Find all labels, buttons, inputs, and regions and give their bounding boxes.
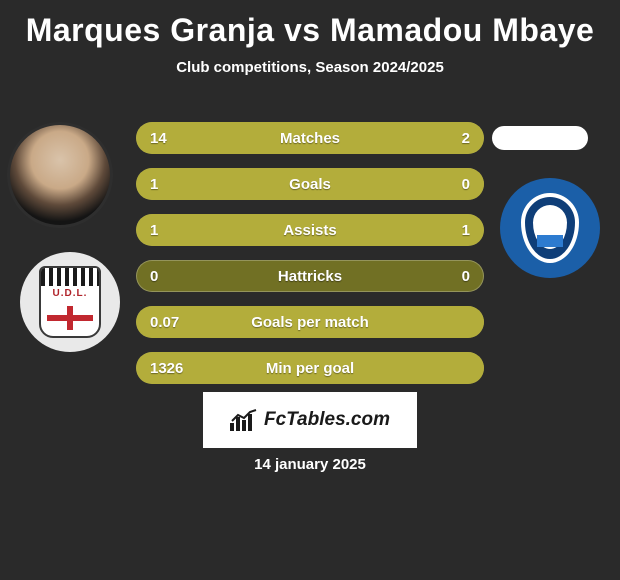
fctables-logo-icon	[230, 409, 258, 431]
stat-value-right: 0	[462, 176, 470, 193]
branding-text: FcTables.com	[264, 409, 390, 431]
stat-row: 0.07Goals per match	[136, 306, 484, 338]
page-title: Marques Granja vs Mamadou Mbaye	[0, 0, 620, 49]
stat-label: Hattricks	[136, 268, 484, 285]
player-right-avatar	[492, 126, 588, 150]
stats-comparison: 14Matches21Goals01Assists10Hattricks00.0…	[136, 122, 484, 398]
branding-badge: FcTables.com	[203, 392, 417, 448]
stat-row: 1Goals0	[136, 168, 484, 200]
date-label: 14 january 2025	[0, 456, 620, 473]
stat-label: Matches	[136, 130, 484, 147]
stat-value-right: 1	[462, 222, 470, 239]
stat-label: Goals per match	[136, 314, 484, 331]
subtitle: Club competitions, Season 2024/2025	[0, 59, 620, 76]
club-left-badge: U.D.L.	[20, 252, 120, 352]
stat-row: 1Assists1	[136, 214, 484, 246]
stat-row: 0Hattricks0	[136, 260, 484, 292]
stat-label: Min per goal	[136, 360, 484, 377]
club-right-badge	[500, 178, 600, 278]
club-right-shield-icon	[521, 193, 579, 263]
stat-label: Assists	[136, 222, 484, 239]
stat-label: Goals	[136, 176, 484, 193]
stat-row: 14Matches2	[136, 122, 484, 154]
club-left-badge-text: U.D.L.	[41, 288, 99, 299]
stat-row: 1326Min per goal	[136, 352, 484, 384]
club-left-shield-icon: U.D.L.	[39, 266, 101, 338]
stat-value-right: 2	[462, 130, 470, 147]
stat-value-right: 0	[462, 268, 470, 285]
player-left-avatar	[10, 125, 110, 225]
